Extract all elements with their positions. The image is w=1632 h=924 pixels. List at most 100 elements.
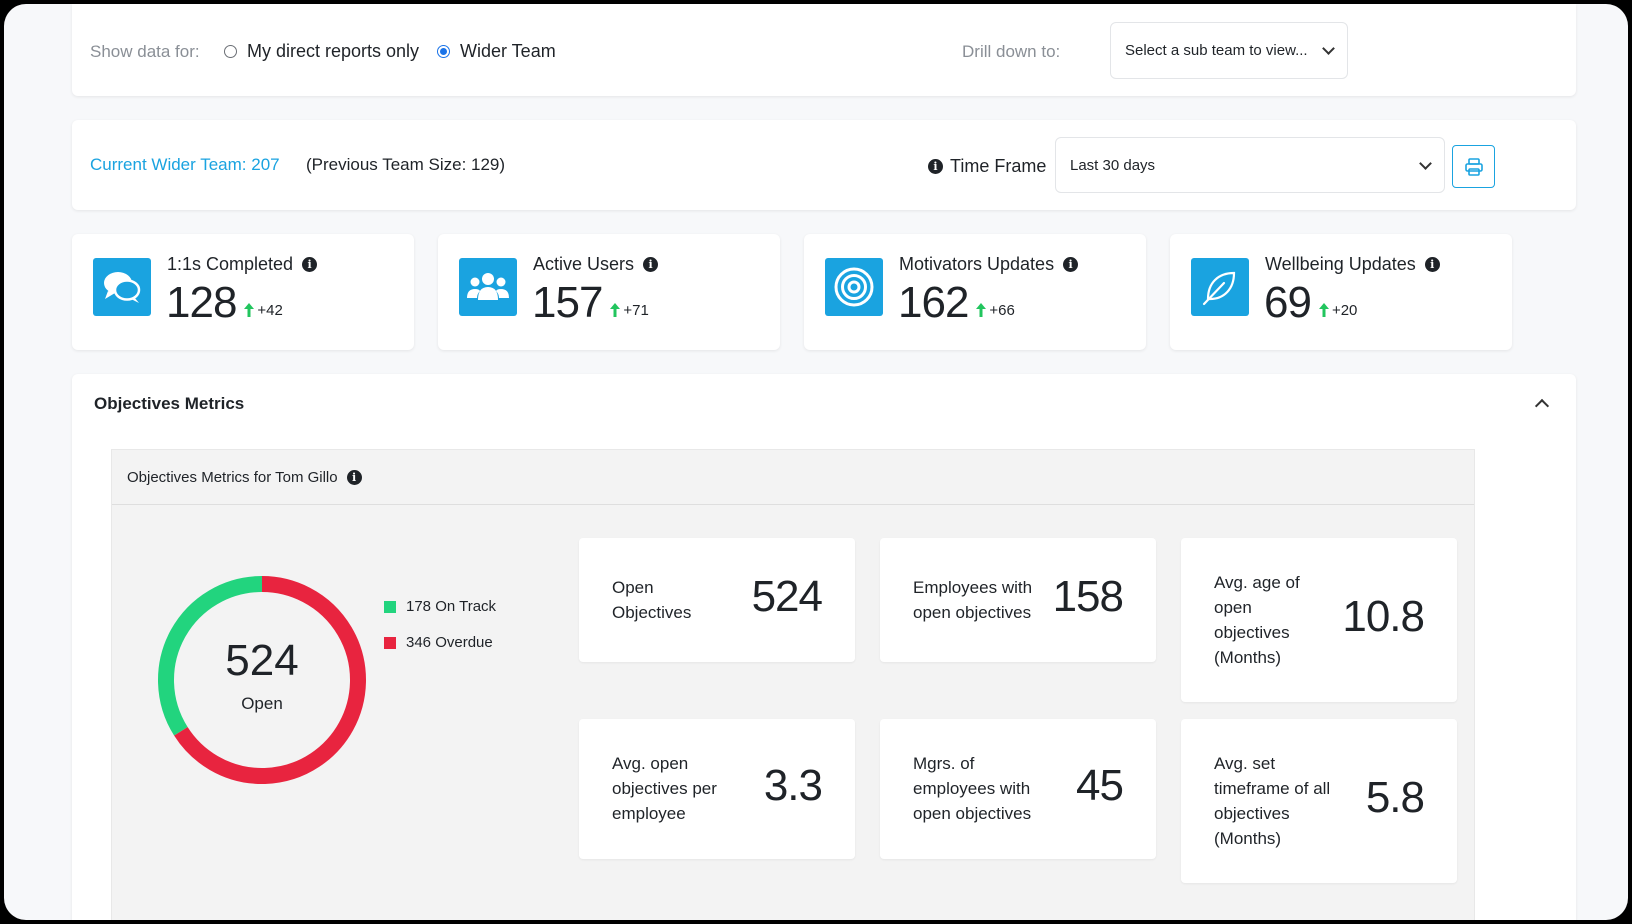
stat-delta-text: +42 <box>257 301 283 319</box>
radio-direct-reports[interactable]: My direct reports only <box>224 41 419 62</box>
stat-card-wellbeing: Wellbeing Updates i 69 +20 <box>1170 234 1512 350</box>
metric-value: 524 <box>751 572 823 621</box>
print-button[interactable] <box>1452 145 1495 188</box>
chevron-down-icon <box>1322 42 1335 55</box>
info-icon[interactable]: i <box>346 469 362 485</box>
stat-title-text: Wellbeing Updates <box>1265 254 1416 274</box>
legend-swatch <box>384 636 396 649</box>
collapse-toggle[interactable] <box>1534 396 1550 414</box>
info-icon[interactable]: i <box>928 159 943 174</box>
stat-value: 128 +42 <box>166 278 283 328</box>
metric-card-managers: Mgrs. of employees with open objectives … <box>880 719 1156 859</box>
metric-value: 158 <box>1052 572 1124 621</box>
stat-value-number: 69 <box>1264 278 1312 327</box>
metric-label: Open Objectives <box>612 578 692 622</box>
legend-label: 178 On Track <box>406 598 497 615</box>
objectives-panel-header: Objectives Metrics for Tom Gillo i <box>112 450 1474 505</box>
metric-label: Mgrs. of employees with open objectives <box>913 754 1032 823</box>
chevron-down-icon <box>1419 156 1432 170</box>
donut-segment-on-track[interactable] <box>158 576 263 736</box>
stat-title-text: Motivators Updates <box>899 254 1055 274</box>
stat-value: 157 +71 <box>532 278 649 328</box>
metric-value: 10.8 <box>1342 592 1425 641</box>
stat-delta: +71 <box>610 301 649 319</box>
stat-title: Wellbeing Updates i <box>1265 254 1440 275</box>
info-icon[interactable]: i <box>302 257 318 272</box>
leaf-icon <box>1191 258 1249 316</box>
metric-card-avg-timeframe: Avg. set timeframe of all objectives (Mo… <box>1181 719 1457 883</box>
users-icon <box>459 258 517 316</box>
drill-down-label: Drill down to: <box>962 42 1061 61</box>
timeframe-select[interactable]: Last 30 days <box>1055 137 1445 193</box>
sub-team-select[interactable]: Select a sub team to view... <box>1110 22 1348 79</box>
stat-delta: +66 <box>976 301 1015 319</box>
metric-label: Employees with open objectives <box>913 578 1033 622</box>
previous-team-size: (Previous Team Size: 129) <box>306 155 506 174</box>
radio-wider-team[interactable]: Wider Team <box>437 41 556 62</box>
filter-bar: Show data for: My direct reports only Wi… <box>72 4 1576 96</box>
metric-label: Avg. open objectives per employee <box>612 754 717 823</box>
metric-value: 3.3 <box>763 761 823 810</box>
current-team-size: Current Wider Team: 207 <box>90 155 280 174</box>
donut-svg <box>158 576 366 784</box>
arrow-up-icon <box>244 303 255 317</box>
objectives-section: Objectives Metrics Objectives Metrics fo… <box>72 374 1576 920</box>
dashboard-frame: Show data for: My direct reports only Wi… <box>4 4 1628 920</box>
metric-card-avg-per-employee: Avg. open objectives per employee 3.3 <box>579 719 855 859</box>
radio-wider-team-label: Wider Team <box>460 41 556 61</box>
objectives-panel-title: Objectives Metrics for Tom Gillo <box>127 468 338 486</box>
metric-card-avg-age: Avg. age of open objectives (Months) 10.… <box>1181 538 1457 702</box>
donut-center-label: Open <box>241 694 283 713</box>
donut-total: 524 <box>225 636 299 685</box>
legend-item-on-track: 178 On Track <box>384 598 496 615</box>
metric-label: Avg. set timeframe of all objectives (Mo… <box>1214 754 1331 848</box>
stat-value-number: 162 <box>898 278 969 327</box>
team-bar: Current Wider Team: 207 (Previous Team S… <box>72 120 1576 210</box>
chat-bubbles-icon <box>93 258 151 316</box>
timeframe-select-value: Last 30 days <box>1070 156 1156 174</box>
timeframe-label-text: Time Frame <box>950 156 1047 176</box>
stat-value-number: 128 <box>166 278 237 327</box>
objectives-panel: Objectives Metrics for Tom Gillo i 524 O… <box>111 449 1475 920</box>
metric-value: 45 <box>1076 761 1124 810</box>
stat-title-text: Active Users <box>533 254 635 274</box>
chevron-up-icon <box>1534 398 1550 414</box>
stat-card-motivators: Motivators Updates i 162 +66 <box>804 234 1146 350</box>
info-icon[interactable]: i <box>1063 257 1079 272</box>
stat-delta: +42 <box>244 301 283 319</box>
timeframe-label: i Time Frame <box>928 156 1046 177</box>
stat-delta-text: +66 <box>989 301 1015 319</box>
objectives-section-title: Objectives Metrics <box>94 394 245 413</box>
legend-label: 346 Overdue <box>406 634 493 651</box>
arrow-up-icon <box>1318 303 1329 317</box>
stat-title: Active Users i <box>533 254 659 275</box>
stat-card-1on1s: 1:1s Completed i 128 +42 <box>72 234 414 350</box>
radio-wider-team-button[interactable] <box>437 45 450 58</box>
stat-value: 69 +20 <box>1264 278 1357 328</box>
metric-label: Avg. age of open objectives (Months) <box>1214 573 1300 667</box>
metric-card-employees-open: Employees with open objectives 158 <box>880 538 1156 662</box>
sub-team-select-value: Select a sub team to view... <box>1125 42 1308 59</box>
donut-legend: 178 On Track 346 Overdue <box>384 598 496 670</box>
legend-item-overdue: 346 Overdue <box>384 634 496 651</box>
objectives-donut-chart: 524 Open <box>152 570 372 790</box>
stat-title: 1:1s Completed i <box>167 254 318 275</box>
stat-value: 162 +66 <box>898 278 1015 328</box>
radio-direct-reports-button[interactable] <box>224 45 237 58</box>
stat-delta-text: +20 <box>1331 301 1358 319</box>
metric-value: 5.8 <box>1365 773 1425 822</box>
stat-delta: +20 <box>1318 301 1358 319</box>
arrow-up-icon <box>976 303 987 317</box>
info-icon[interactable]: i <box>1424 257 1440 272</box>
info-icon[interactable]: i <box>643 257 659 272</box>
stat-title: Motivators Updates i <box>899 254 1079 275</box>
stat-card-active-users: Active Users i 157 +71 <box>438 234 780 350</box>
printer-icon <box>1464 157 1483 176</box>
legend-swatch <box>384 600 396 613</box>
show-data-label: Show data for: <box>90 42 200 61</box>
donut-segment-overdue[interactable] <box>174 576 366 784</box>
metric-card-open-objectives: Open Objectives 524 <box>579 538 855 662</box>
stat-title-text: 1:1s Completed <box>167 254 294 274</box>
arrow-up-icon <box>610 303 621 317</box>
stat-delta-text: +71 <box>623 301 649 319</box>
